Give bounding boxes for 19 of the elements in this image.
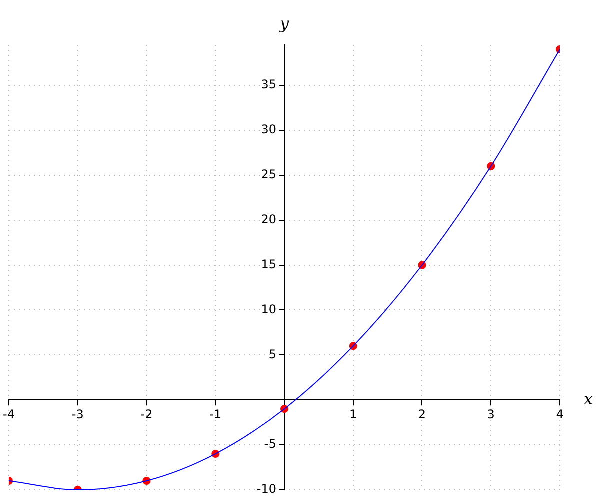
y-tick-label: 30 <box>261 122 276 137</box>
x-tick-label: -3 <box>72 407 84 422</box>
x-tick-label: -4 <box>3 407 15 422</box>
x-tick-label: -2 <box>140 407 153 422</box>
y-tick-label: -10 <box>256 482 276 496</box>
y-tick-label: 25 <box>261 167 276 182</box>
x-tick-label: -1 <box>210 407 222 422</box>
x-tick-label: 1 <box>350 407 358 422</box>
x-axis-title: x <box>584 389 594 408</box>
x-tick-label: 4 <box>556 407 564 422</box>
y-tick-label: 20 <box>261 212 276 226</box>
y-tick-label: 15 <box>261 257 276 272</box>
y-tick-label: 35 <box>261 78 276 92</box>
x-tick-label: 2 <box>418 407 426 422</box>
y-axis-title: y <box>278 14 290 34</box>
y-tick-label: -5 <box>264 437 276 452</box>
y-tick-label: 5 <box>268 347 276 362</box>
x-tick-label: 3 <box>487 407 495 422</box>
y-tick-label: 10 <box>261 302 276 316</box>
